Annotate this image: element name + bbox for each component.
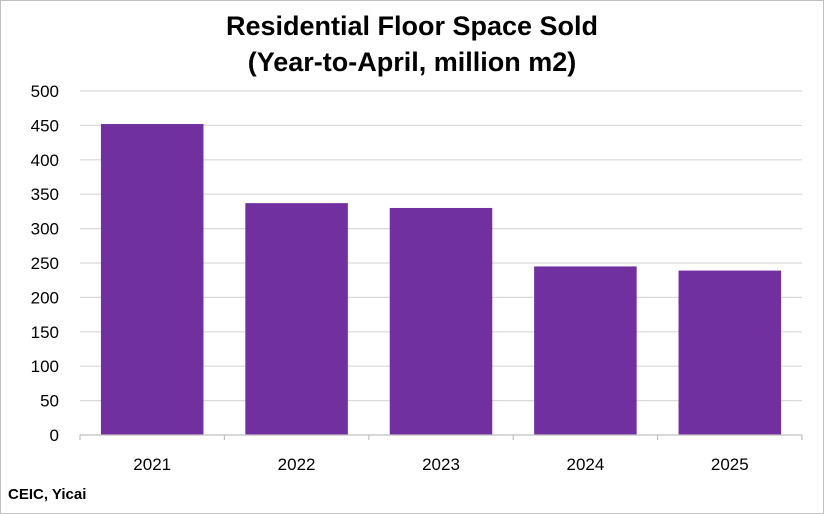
y-tick-label: 250 bbox=[31, 254, 59, 273]
x-tick-label: 2022 bbox=[278, 455, 316, 474]
bar-2022 bbox=[245, 203, 348, 435]
x-tick-label: 2024 bbox=[566, 455, 604, 474]
y-tick-label: 350 bbox=[31, 185, 59, 204]
chart-title-block: Residential Floor Space Sold (Year-to-Ap… bbox=[0, 8, 824, 80]
x-tick-label: 2021 bbox=[133, 455, 171, 474]
bar-2021 bbox=[100, 124, 204, 436]
y-tick-label: 0 bbox=[50, 426, 59, 445]
chart-title: Residential Floor Space Sold bbox=[225, 11, 599, 41]
bar-2025 bbox=[678, 270, 782, 435]
y-tick-label: 400 bbox=[31, 151, 59, 170]
y-tick-label: 50 bbox=[40, 392, 59, 411]
y-tick-label: 200 bbox=[31, 288, 59, 307]
bar-2024 bbox=[534, 266, 637, 435]
y-tick-label: 500 bbox=[31, 82, 59, 101]
source-note: CEIC, Yicai bbox=[8, 486, 87, 503]
y-tick-label: 100 bbox=[31, 357, 59, 376]
y-axis-tick-labels: 0 50 100 150 200 250 300 350 400 450 500 bbox=[31, 82, 59, 445]
y-tick-label: 450 bbox=[31, 116, 59, 135]
bars bbox=[100, 124, 782, 436]
y-tick-label: 300 bbox=[31, 220, 59, 239]
bar-2023 bbox=[389, 207, 493, 435]
y-tick-label: 150 bbox=[31, 323, 59, 342]
x-tick-label: 2025 bbox=[711, 455, 749, 474]
chart-subtitle: (Year-to-April, million m2) bbox=[247, 47, 577, 77]
x-tick-label: 2023 bbox=[422, 455, 460, 474]
x-axis-tick-labels: 2021 2022 2023 2024 2025 bbox=[133, 455, 748, 474]
x-axis bbox=[79, 434, 803, 440]
